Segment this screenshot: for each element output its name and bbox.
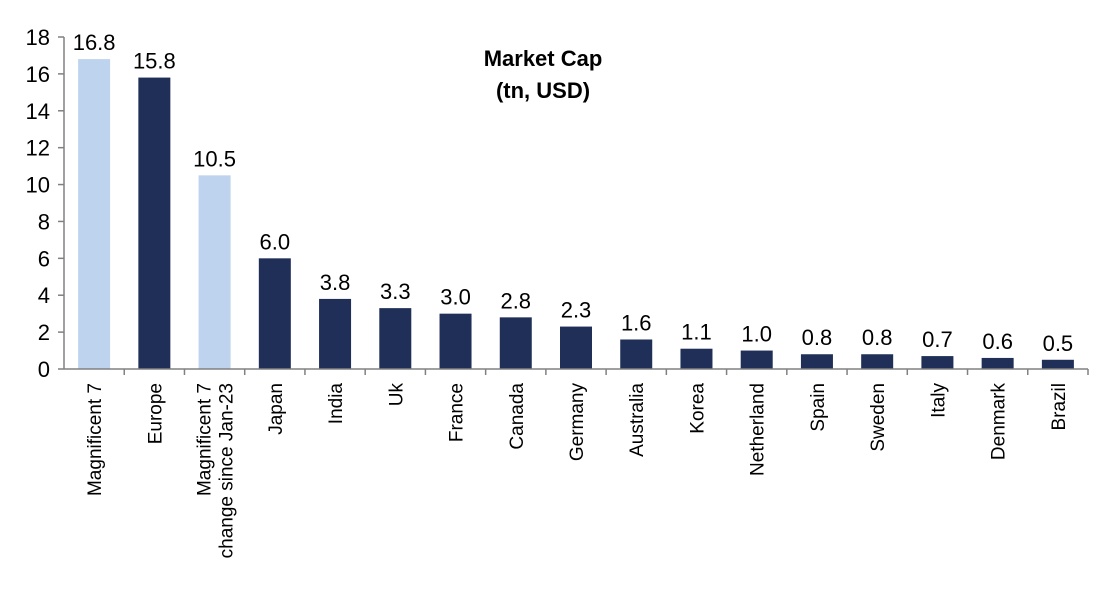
y-tick-label: 12 (26, 136, 50, 161)
bar (258, 258, 291, 369)
x-tick-label: Netherland (748, 383, 769, 476)
data-label: 2.3 (561, 298, 592, 323)
chart-subtitle: (tn, USD) (496, 78, 590, 103)
bar (740, 350, 773, 369)
bar (560, 326, 592, 369)
x-tick-label-line: Canada (507, 383, 528, 450)
data-label: 15.8 (133, 49, 176, 74)
x-tick-label: Canada (507, 383, 528, 450)
value-labels-group: 16.8 15.8 10.5 6.0 3.8 3.3 3.0 2.8 2.3 1.6 1.1 1.0 0… (73, 30, 1073, 356)
bar (499, 317, 532, 369)
chart-title-group: Market Cap (tn, USD) (484, 46, 603, 103)
y-axis: 0 2 4 6 8 10 12 14 16 18 (26, 25, 65, 382)
x-tick-label-line: Italy (928, 383, 949, 418)
x-tick-label-line: France (447, 383, 468, 442)
x-tick-label: Sweden (868, 383, 889, 452)
bar (1041, 359, 1074, 369)
x-tick-label-line: Spain (808, 383, 829, 432)
bar (198, 175, 231, 369)
x-tick-label-line: Denmark (989, 383, 1010, 461)
x-tick-label: Japan (266, 383, 287, 435)
data-label: 3.0 (440, 285, 471, 310)
bar (981, 357, 1014, 369)
x-tick-label: Uk (386, 383, 407, 407)
data-label: 6.0 (260, 229, 291, 254)
x-axis: Magnificent 7 Europe Magnificent 7 change s… (64, 368, 1089, 558)
bar (78, 59, 111, 370)
x-tick-label-line: Sweden (868, 383, 889, 452)
x-tick-label-line: Germany (567, 383, 588, 462)
bar (620, 339, 653, 369)
y-tick-label: 6 (38, 246, 50, 271)
x-tick-label-line: Japan (266, 383, 287, 435)
x-tick-label-line: Australia (627, 383, 648, 457)
bar (921, 356, 954, 369)
data-label: 16.8 (73, 30, 116, 55)
y-tick-label: 8 (38, 209, 50, 234)
x-tick-label-line: change since Jan-23 (217, 383, 238, 558)
y-tick-label: 4 (38, 283, 50, 308)
bar (680, 348, 713, 369)
y-tick-label: 10 (26, 173, 50, 198)
y-tick-label: 16 (26, 62, 50, 87)
x-tick-label-line: Brazil (1049, 383, 1070, 431)
y-tick-label: 18 (26, 25, 50, 50)
data-label: 3.3 (380, 279, 411, 304)
bars-group (78, 59, 1074, 370)
data-label: 0.5 (1043, 331, 1074, 356)
bar (861, 354, 894, 369)
data-label: 10.5 (193, 146, 236, 171)
y-tick-label: 2 (38, 320, 50, 345)
data-label: 1.6 (621, 310, 652, 335)
bar (439, 313, 472, 369)
x-tick-label-line: Europe (145, 383, 166, 444)
data-label: 0.8 (802, 325, 833, 350)
data-label: 2.8 (500, 288, 531, 313)
bar (800, 354, 833, 369)
x-tick-label: Australia (627, 383, 648, 457)
chart-title: Market Cap (484, 46, 603, 71)
data-label: 0.7 (922, 327, 953, 352)
x-tick-label: Korea (687, 383, 708, 434)
x-tick-label: Italy (928, 383, 949, 418)
x-tick-label: Magnificent 7 (85, 383, 106, 496)
x-tick-label: France (447, 383, 468, 442)
x-tick-label-line: Uk (386, 383, 407, 407)
x-tick-label: Europe (145, 383, 166, 444)
x-tick-label-line: Korea (687, 383, 708, 434)
x-tick-label: Brazil (1049, 383, 1070, 431)
x-tick-label-line: Netherland (748, 383, 769, 476)
x-tick-label: Denmark (989, 383, 1010, 461)
data-label: 0.6 (982, 329, 1013, 354)
y-tick-label: 0 (38, 357, 50, 382)
x-tick-label: India (326, 383, 347, 425)
x-tick-label: Magnificent 7 change since Jan-23 (195, 383, 238, 558)
data-label: 0.8 (862, 325, 893, 350)
data-label: 3.8 (320, 270, 351, 295)
y-tick-label: 14 (26, 99, 50, 124)
x-tick-label-line: Magnificent 7 (85, 383, 106, 496)
data-label: 1.0 (741, 322, 772, 347)
bar (319, 298, 352, 369)
x-tick-label-line: Magnificent 7 (195, 383, 216, 496)
bar (379, 308, 412, 369)
data-label: 1.1 (681, 320, 712, 345)
x-tick-label: Spain (808, 383, 829, 432)
bar (138, 77, 171, 370)
x-tick-label: Germany (567, 383, 588, 462)
x-tick-label-line: India (326, 383, 347, 425)
